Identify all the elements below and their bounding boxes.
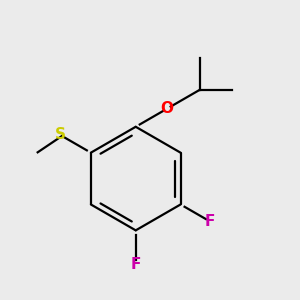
Text: F: F [130, 257, 141, 272]
Text: F: F [205, 214, 215, 229]
Text: O: O [160, 101, 173, 116]
Text: S: S [54, 127, 65, 142]
